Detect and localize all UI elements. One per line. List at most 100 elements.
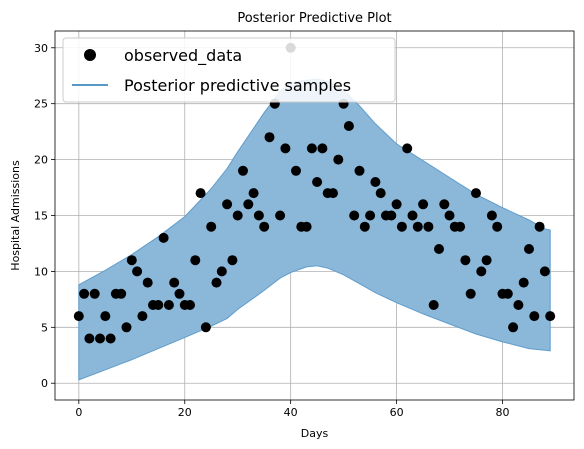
observed-point	[428, 300, 439, 310]
x-tick-label: 40	[284, 406, 298, 419]
observed-point	[312, 177, 323, 187]
x-axis-ticks: 0 20 40 60 80	[75, 400, 510, 419]
observed-point	[248, 188, 259, 199]
observed-point	[328, 188, 338, 199]
observed-point	[126, 255, 137, 266]
observed-point	[163, 300, 174, 310]
legend-entry-posterior: Posterior predictive samples	[124, 76, 351, 95]
observed-point	[508, 322, 519, 333]
observed-point	[174, 288, 185, 299]
observed-point	[243, 199, 254, 210]
observed-point	[375, 188, 386, 199]
observed-point	[116, 288, 127, 299]
legend-marker-observed	[84, 49, 96, 61]
observed-point	[396, 221, 407, 232]
observed-point	[359, 221, 370, 232]
y-axis-ticks: 0 5 10 15 20 25 30	[34, 42, 55, 390]
observed-point	[444, 210, 455, 221]
observed-point	[132, 266, 143, 277]
observed-point	[460, 255, 471, 266]
observed-point	[529, 311, 540, 322]
x-tick-label: 80	[496, 406, 510, 419]
legend: observed_data Posterior predictive sampl…	[62, 37, 396, 103]
x-axis-label: Days	[301, 427, 329, 440]
observed-point	[211, 277, 222, 288]
observed-point	[195, 188, 206, 199]
observed-point	[158, 232, 169, 243]
observed-point	[492, 221, 503, 232]
observed-point	[89, 288, 100, 299]
observed-point	[343, 121, 354, 131]
observed-point	[301, 221, 312, 232]
observed-point	[545, 311, 556, 322]
observed-point	[190, 255, 201, 266]
observed-point	[481, 255, 492, 266]
x-tick-label: 20	[178, 406, 192, 419]
legend-entry-observed: observed_data	[124, 46, 242, 66]
y-tick-label: 0	[41, 377, 48, 390]
observed-point	[253, 210, 264, 221]
observed-point	[275, 210, 286, 221]
y-axis-label: Hospital Admissions	[9, 160, 22, 271]
y-tick-label: 10	[34, 265, 48, 278]
legend-box	[62, 37, 396, 103]
observed-point	[365, 210, 376, 221]
observed-point	[95, 333, 105, 344]
chart-title: Posterior Predictive Plot	[237, 11, 391, 26]
observed-point	[79, 288, 90, 299]
observed-point	[306, 143, 317, 154]
observed-point	[455, 221, 466, 232]
x-tick-label: 60	[390, 406, 404, 419]
observed-point	[169, 277, 180, 288]
observed-point	[476, 266, 487, 277]
observed-point	[222, 199, 233, 210]
observed-point	[423, 221, 434, 232]
observed-point	[137, 311, 148, 322]
observed-point	[434, 244, 444, 254]
observed-point	[524, 244, 534, 254]
observed-point	[206, 221, 217, 232]
observed-point	[291, 165, 301, 176]
observed-point	[402, 143, 413, 154]
observed-point	[100, 311, 111, 322]
observed-point	[486, 210, 497, 221]
observed-points	[73, 42, 556, 344]
observed-point	[317, 143, 328, 154]
observed-point	[502, 288, 513, 299]
observed-point	[534, 221, 545, 232]
observed-point	[412, 221, 423, 232]
y-tick-label: 5	[41, 321, 48, 334]
observed-point	[227, 255, 238, 266]
y-tick-label: 30	[34, 42, 48, 55]
observed-point	[73, 311, 84, 322]
observed-point	[370, 177, 381, 187]
observed-point	[264, 132, 275, 143]
observed-point	[216, 266, 227, 277]
observed-point	[513, 300, 524, 310]
observed-point	[349, 210, 360, 221]
observed-point	[539, 266, 550, 277]
observed-point	[200, 322, 211, 333]
observed-point	[259, 221, 270, 232]
observed-point	[232, 210, 243, 221]
observed-point	[280, 143, 291, 154]
x-tick-label: 0	[75, 406, 82, 419]
observed-point	[354, 165, 365, 176]
observed-point	[418, 199, 429, 210]
observed-point	[333, 154, 344, 165]
observed-point	[238, 165, 248, 176]
y-tick-label: 25	[34, 98, 48, 111]
y-tick-label: 15	[34, 210, 48, 223]
observed-point	[142, 277, 153, 288]
observed-point	[391, 199, 402, 210]
observed-point	[386, 210, 397, 221]
observed-point	[439, 199, 450, 210]
observed-point	[185, 300, 195, 310]
observed-point	[518, 277, 529, 288]
y-tick-label: 20	[34, 154, 48, 167]
observed-point	[153, 300, 164, 310]
observed-point	[105, 333, 116, 344]
observed-point	[84, 333, 95, 344]
observed-point	[471, 188, 481, 199]
